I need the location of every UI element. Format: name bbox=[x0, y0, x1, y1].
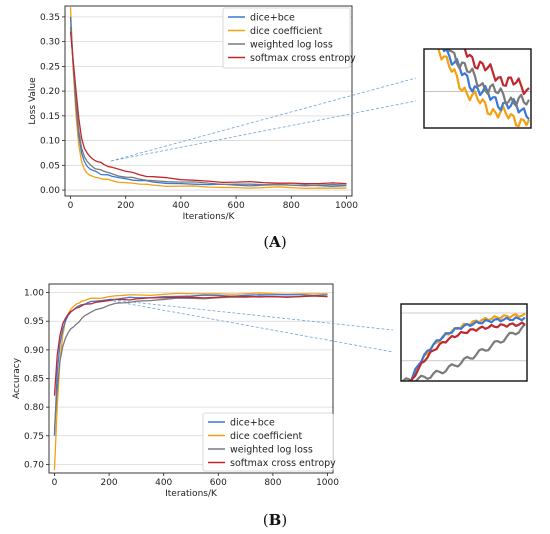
x-tick-label: 0 bbox=[52, 478, 58, 488]
legend: dice+bce dice coefficient weighted log los… bbox=[222, 7, 356, 69]
legend-entry: dice coefficient bbox=[250, 26, 323, 37]
panel-label-part: A bbox=[268, 233, 281, 251]
inset-frame bbox=[423, 48, 532, 129]
panel-label-part: ) bbox=[281, 233, 287, 251]
legend-box bbox=[202, 412, 334, 472]
panel-label-part: B bbox=[269, 511, 282, 529]
legend-entry: weighted log loss bbox=[250, 39, 333, 50]
panel-label: (A) bbox=[263, 233, 286, 251]
inset-series-line bbox=[402, 323, 526, 381]
y-tick-label: 0.75 bbox=[24, 432, 44, 442]
x-tick-label: 1000 bbox=[335, 201, 358, 211]
x-tick-label: 600 bbox=[228, 201, 245, 211]
panel-a: 0.00 0.05 0.10 0.15 0.20 0.25 0.30 0.35 0 200 400 6… bbox=[28, 5, 532, 251]
series-line-dice-coefficient bbox=[69, 6, 347, 190]
x-tick-label: 200 bbox=[117, 201, 134, 211]
x-tick-label: 800 bbox=[264, 478, 281, 488]
series-line-weighted-log-loss bbox=[53, 295, 328, 431]
y-tick-label: 0.20 bbox=[40, 87, 60, 97]
y-tick-label: 0.90 bbox=[24, 346, 44, 356]
inset-series-line bbox=[442, 49, 530, 121]
x-tick-label: 0 bbox=[68, 201, 74, 211]
panel-label-part: ( bbox=[263, 233, 269, 251]
zoom-inset bbox=[400, 303, 528, 382]
y-tick-label: 0.15 bbox=[40, 112, 60, 122]
y-tick-label: 1.00 bbox=[24, 289, 44, 299]
panel-b: 0.70 0.75 0.80 0.85 0.90 0.95 1.00 0 200 400 600 80… bbox=[12, 283, 528, 529]
legend: dice+bce dice coefficient weighted log los… bbox=[202, 412, 336, 472]
zoom-connector bbox=[110, 77, 417, 162]
series-line-softmax-cross-entropy bbox=[69, 31, 347, 185]
legend-entry: dice+bce bbox=[230, 417, 275, 428]
legend-entry: weighted log loss bbox=[230, 444, 313, 455]
legend-entry: softmax cross entropy bbox=[230, 458, 336, 469]
inset-series-line bbox=[410, 321, 526, 381]
inset-frame bbox=[400, 303, 528, 382]
y-tick-label: 0.80 bbox=[24, 403, 44, 413]
legend-entry: softmax cross entropy bbox=[250, 53, 356, 64]
y-tick-label: 0.25 bbox=[40, 62, 60, 72]
zoom-connector bbox=[112, 300, 394, 353]
y-tick-label: 0.85 bbox=[24, 375, 44, 385]
y-tick-label: 0.70 bbox=[24, 460, 44, 470]
series-line-dice-coefficient bbox=[53, 292, 328, 471]
x-tick-label: 600 bbox=[210, 478, 227, 488]
y-tick-label: 0.00 bbox=[40, 186, 60, 196]
inset-series-line bbox=[409, 316, 526, 381]
y-axis-label: Accuracy bbox=[12, 357, 22, 399]
inset-series-line bbox=[447, 49, 530, 107]
zoom-connector bbox=[110, 100, 417, 162]
x-tick-label: 1000 bbox=[316, 478, 339, 488]
series-line-weighted-log-loss bbox=[69, 26, 347, 187]
panel-label-part: ( bbox=[263, 511, 269, 529]
series-line-softmax-cross-entropy bbox=[53, 295, 328, 396]
x-tick-label: 400 bbox=[172, 201, 189, 211]
inset-series-line bbox=[437, 49, 530, 128]
x-axis-label: Iterations/K bbox=[165, 489, 218, 499]
zoom-inset bbox=[423, 48, 532, 129]
zoom-connector bbox=[112, 299, 394, 331]
legend-box bbox=[222, 7, 351, 69]
panel-label-part: ) bbox=[281, 511, 287, 529]
y-tick-label: 0.35 bbox=[40, 13, 60, 23]
y-tick-label: 0.05 bbox=[40, 161, 60, 171]
y-tick-label: 0.95 bbox=[24, 317, 44, 327]
x-tick-label: 400 bbox=[155, 478, 172, 488]
legend-entry: dice coefficient bbox=[230, 431, 303, 442]
y-tick-label: 0.30 bbox=[40, 38, 60, 48]
x-tick-label: 200 bbox=[100, 478, 117, 488]
panel-label: (B) bbox=[263, 511, 287, 529]
y-tick-label: 0.10 bbox=[40, 137, 60, 147]
inset-series-line bbox=[463, 49, 530, 96]
plot-frame bbox=[64, 5, 353, 197]
y-axis-label: Loss Value bbox=[28, 77, 38, 125]
x-tick-label: 800 bbox=[283, 201, 300, 211]
x-axis-label: Iterations/K bbox=[183, 212, 236, 222]
legend-entry: dice+bce bbox=[250, 12, 295, 23]
